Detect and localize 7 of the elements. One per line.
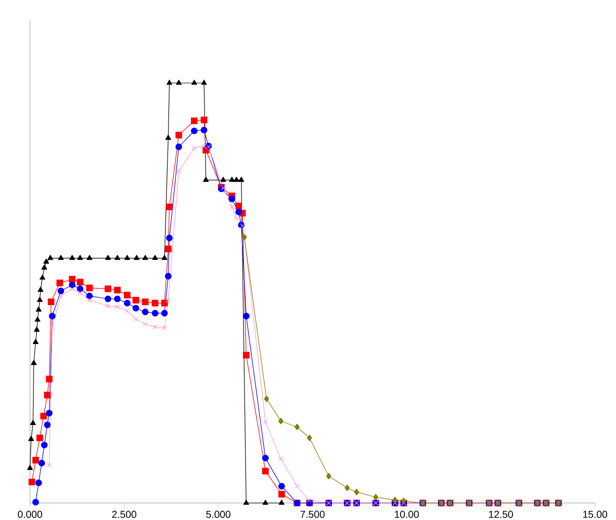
x-tick-label: 7.500: [300, 510, 325, 518]
x-tick-label: 15.00: [583, 510, 608, 518]
x-tick-label: 10.00: [394, 510, 419, 518]
x-tick-label: 0.000: [18, 510, 42, 518]
x-tick-label: 5.000: [206, 510, 230, 518]
x-tick-label: 12.50: [489, 510, 513, 518]
x-tick-label: 2.500: [112, 510, 136, 518]
